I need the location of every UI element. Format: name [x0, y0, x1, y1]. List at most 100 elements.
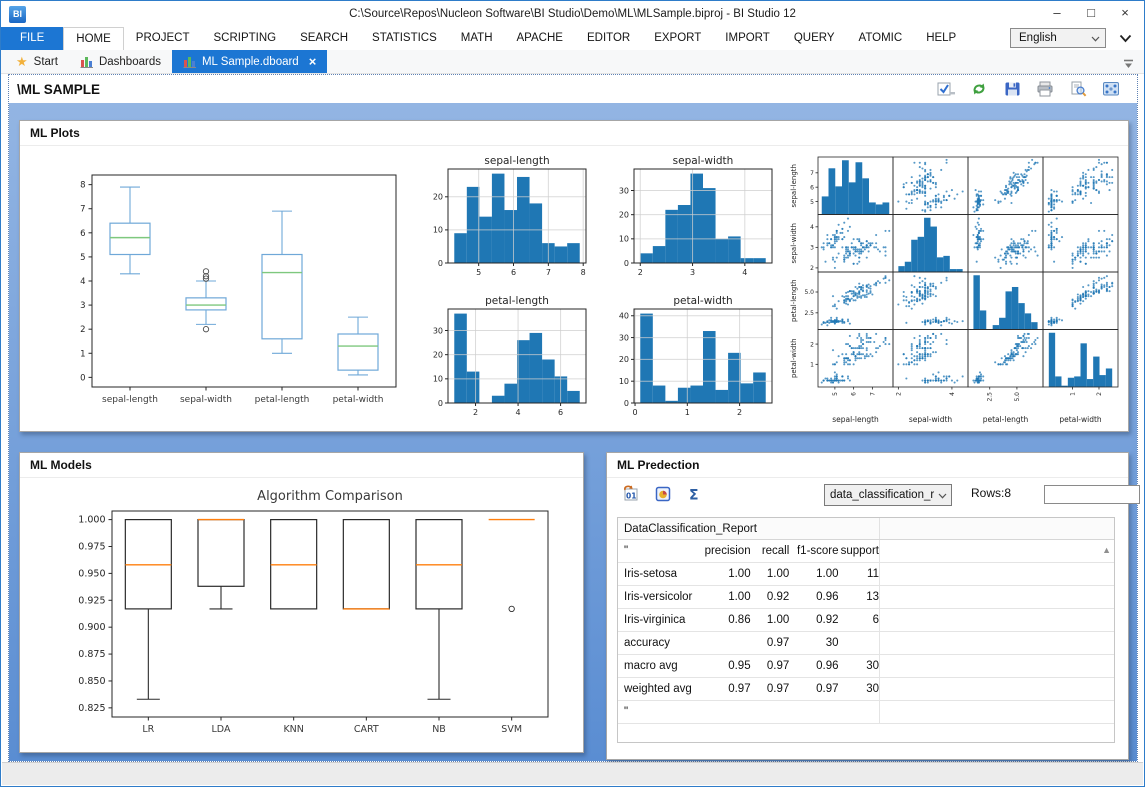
svg-text:2: 2: [810, 265, 814, 272]
prediction-filter-input[interactable]: [1044, 485, 1140, 504]
menu-item-help[interactable]: HELP: [926, 32, 957, 44]
svg-text:2: 2: [638, 268, 643, 277]
svg-text:1: 1: [685, 408, 690, 417]
grid-cell-value: 0.86: [728, 614, 751, 626]
star-icon: ★: [16, 54, 28, 69]
grid-cell-value: 0.96: [816, 591, 839, 603]
svg-text:0.950: 0.950: [78, 568, 105, 579]
menu-item-import[interactable]: IMPORT: [725, 32, 770, 44]
grid-column-header[interactable]: DataClassification_Report: [618, 518, 1114, 540]
scroll-up-arrow[interactable]: ▲: [1102, 545, 1111, 555]
svg-text:2: 2: [473, 408, 478, 417]
dashboard-canvas: ML Plots 0 1 2 3 4 5 6 7 8 sepal-length sepal-widt…: [9, 103, 1140, 761]
language-select[interactable]: English: [1010, 28, 1106, 48]
fullscreen-button[interactable]: [1101, 80, 1121, 98]
validate-icon: [937, 82, 955, 96]
svg-text:1: 1: [810, 362, 814, 369]
validate-button[interactable]: [936, 80, 956, 98]
svg-text:1: 1: [1070, 392, 1077, 396]
grid-cell-value: 1.00: [728, 568, 751, 580]
grid-row[interactable]: ": [618, 701, 1114, 724]
menu-item-project[interactable]: PROJECT: [135, 32, 190, 44]
sigma-button[interactable]: Σ: [683, 484, 707, 504]
svg-text:6: 6: [511, 268, 516, 277]
grid-cell-label: Iris-virginica: [624, 614, 686, 626]
menu-item-editor[interactable]: EDITOR: [586, 32, 631, 44]
svg-text:5: 5: [476, 268, 481, 277]
svg-text:petal-width: petal-width: [790, 338, 798, 378]
svg-text:NB: NB: [432, 724, 446, 735]
grid-row[interactable]: Iris-versicolor 1.00 0.92 0.96 13: [618, 586, 1114, 609]
svg-text:5.0: 5.0: [1014, 392, 1021, 402]
dashboard-document: \ML SAMPLE ML Plots 0 1 2 3 4 5 6 7 8 sepal-lengt…: [8, 74, 1140, 762]
grid-cell-value: 0.97: [766, 637, 790, 649]
svg-text:8: 8: [80, 181, 85, 191]
grid-row[interactable]: Iris-virginica 0.86 1.00 0.92 6: [618, 609, 1114, 632]
menu-item-atomic[interactable]: ATOMIC: [858, 32, 903, 44]
tab-start[interactable]: ★ Start: [5, 50, 69, 73]
chart-export-icon: [655, 486, 671, 501]
grid-cell-value: 1.00: [816, 568, 839, 580]
menu-item-export[interactable]: EXPORT: [654, 32, 702, 44]
report-select-dropdown[interactable]: data_classification_r: [824, 484, 952, 506]
fullscreen-icon: [1103, 82, 1119, 96]
svg-text:sepal-length: sepal-length: [484, 155, 549, 167]
grid-row[interactable]: weighted avg 0.97 0.97 0.97 30: [618, 678, 1114, 701]
close-button[interactable]: ×: [1121, 5, 1129, 20]
svg-text:petal-width: petal-width: [673, 295, 732, 307]
tab-label: Start: [33, 55, 58, 68]
menu-item-math[interactable]: MATH: [460, 32, 493, 44]
grid-cell-value: f1-score: [796, 545, 839, 557]
chevron-down-icon: [938, 493, 947, 499]
menu-item-statistics[interactable]: STATISTICS: [372, 32, 437, 44]
svg-text:5.0: 5.0: [804, 289, 814, 296]
print-preview-button[interactable]: [1068, 80, 1088, 98]
menu-item-scripting[interactable]: SCRIPTING: [213, 32, 277, 44]
menu-item-file[interactable]: FILE: [1, 27, 64, 50]
chart-export-button[interactable]: [651, 484, 675, 504]
svg-text:0.825: 0.825: [78, 703, 105, 714]
grid-cell-value: 0.97: [816, 683, 839, 695]
grid-row[interactable]: macro avg 0.95 0.97 0.96 30: [618, 655, 1114, 678]
tab-dashboards[interactable]: Dashboards: [69, 50, 172, 73]
svg-text:petal-length: petal-length: [485, 295, 549, 307]
minimize-button[interactable]: –: [1053, 5, 1061, 20]
grid-row[interactable]: " precision recall f1-score support: [618, 540, 1114, 563]
svg-text:0: 0: [438, 399, 443, 408]
svg-text:4: 4: [810, 224, 814, 231]
iris-scatter-matrix: 5 6 7 sepal-length 2 3 4 sepal-width 2.5 5.0 petal…: [790, 156, 1119, 424]
menu-item-apache[interactable]: APACHE: [516, 32, 563, 44]
svg-text:1: 1: [80, 349, 85, 359]
grid-cell-value: 0.95: [728, 660, 751, 672]
grid-column-header-label: DataClassification_Report: [618, 518, 880, 539]
ribbon-collapse-button[interactable]: [1110, 28, 1140, 48]
menu-item-query[interactable]: QUERY: [793, 32, 835, 44]
print-button[interactable]: [1035, 80, 1055, 98]
grid-cell-value: 0.96: [816, 660, 839, 672]
title-bar: BI C:\Source\Repos\Nucleon Software\BI S…: [1, 1, 1144, 27]
svg-text:0.875: 0.875: [78, 649, 105, 660]
tab-ml-sample-dboard[interactable]: ML Sample.dboard ×: [171, 50, 328, 73]
rows-count-label: Rows:8: [971, 486, 1012, 500]
svg-text:30: 30: [619, 186, 629, 195]
svg-text:0: 0: [632, 408, 637, 417]
grid-row[interactable]: accuracy 0.97 30: [618, 632, 1114, 655]
tab-strip-pin-icon[interactable]: [1123, 56, 1134, 74]
menu-item-home[interactable]: HOME: [63, 27, 124, 50]
svg-text:0: 0: [80, 373, 85, 383]
grid-cell-value: 0.97: [766, 660, 790, 672]
tab-close-icon[interactable]: ×: [308, 54, 317, 69]
grid-cell-value: 0.92: [816, 614, 839, 626]
document-tab-strip: ★ Start Dashboards ML Sample.dboard ×: [1, 50, 1144, 74]
page-title: \ML SAMPLE: [17, 81, 101, 97]
maximize-button[interactable]: □: [1087, 5, 1095, 20]
svg-text:5: 5: [80, 253, 85, 263]
grid-cell-value: 11: [867, 568, 879, 580]
menu-item-search[interactable]: SEARCH: [300, 32, 349, 44]
grid-cell-label: Iris-setosa: [624, 568, 678, 580]
grid-row[interactable]: Iris-setosa 1.00 1.00 1.00 11: [618, 563, 1114, 586]
save-button[interactable]: [1002, 80, 1022, 98]
svg-text:6: 6: [810, 184, 814, 191]
refresh-button[interactable]: [969, 80, 989, 98]
row-number-button[interactable]: 01: [619, 483, 643, 503]
